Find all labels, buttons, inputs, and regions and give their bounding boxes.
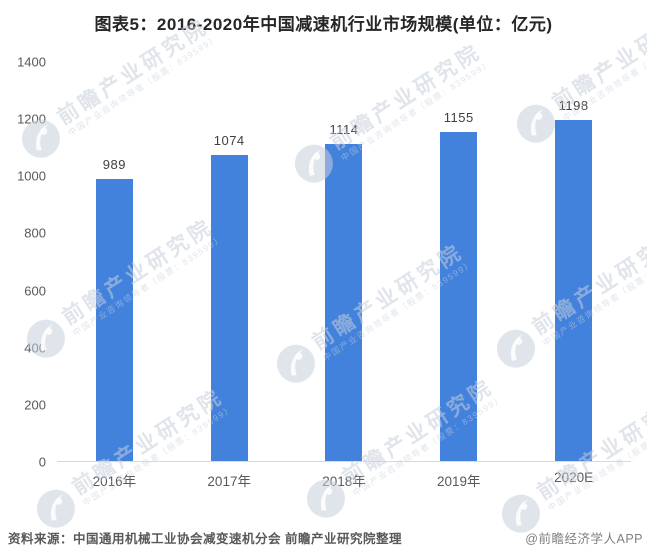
y-tick-label: 1200 <box>17 111 46 127</box>
bar-value-label: 1155 <box>443 110 474 125</box>
x-axis-line <box>57 461 631 462</box>
y-tick-label: 0 <box>38 454 46 470</box>
x-axis-labels: 2016年 2017年 2018年 2019年 2020E <box>57 470 631 490</box>
y-tick-label: 1000 <box>17 168 46 184</box>
bar <box>95 179 133 462</box>
bar-column-2017年: 1074 <box>172 62 287 462</box>
bar-value-label: 1198 <box>558 97 589 113</box>
bar <box>325 143 363 462</box>
credit-note: @前瞻经济学人APP <box>525 532 643 546</box>
y-tick-label: 400 <box>24 340 46 356</box>
bar-column-2018年: 1114 <box>287 62 402 462</box>
y-axis: 0 200 400 600 800 1000 1200 1400 <box>0 55 46 470</box>
x-axis-label: 2016年 <box>92 474 137 489</box>
bars: 989 1074 1114 1155 1198 <box>57 62 631 462</box>
bar-column-2020E: 1198 <box>516 62 631 462</box>
source-note: 资料来源：中国通用机械工业协会减变速机分会 前瞻产业研究院整理 <box>8 532 402 546</box>
bar-column-2016年: 989 <box>57 62 172 462</box>
y-tick-label: 600 <box>24 283 46 299</box>
y-tick-label: 1400 <box>17 54 46 70</box>
bar <box>555 119 593 462</box>
bar-value-label: 989 <box>102 157 126 173</box>
x-axis-label: 2020E <box>554 470 594 485</box>
x-axis-label: 2017年 <box>207 474 251 489</box>
footer: 资料来源：中国通用机械工业协会减变速机分会 前瞻产业研究院整理 @前瞻经济学人A… <box>8 528 643 547</box>
y-tick-label: 800 <box>24 225 46 241</box>
x-axis-label: 2018年 <box>322 474 366 489</box>
bar-value-label: 1114 <box>329 121 359 137</box>
x-axis-label: 2019年 <box>437 474 481 489</box>
y-tick-label: 200 <box>24 397 46 413</box>
bar-value-label: 1074 <box>213 133 245 149</box>
bar-column-2019年: 1155 <box>401 62 516 462</box>
chart-title: 图表5：2016-2020年中国减速机行业市场规模(单位：亿元) <box>94 15 553 34</box>
plot-area: 989 1074 1114 1155 1198 <box>57 62 631 462</box>
bar <box>440 132 478 462</box>
bar <box>210 155 248 462</box>
